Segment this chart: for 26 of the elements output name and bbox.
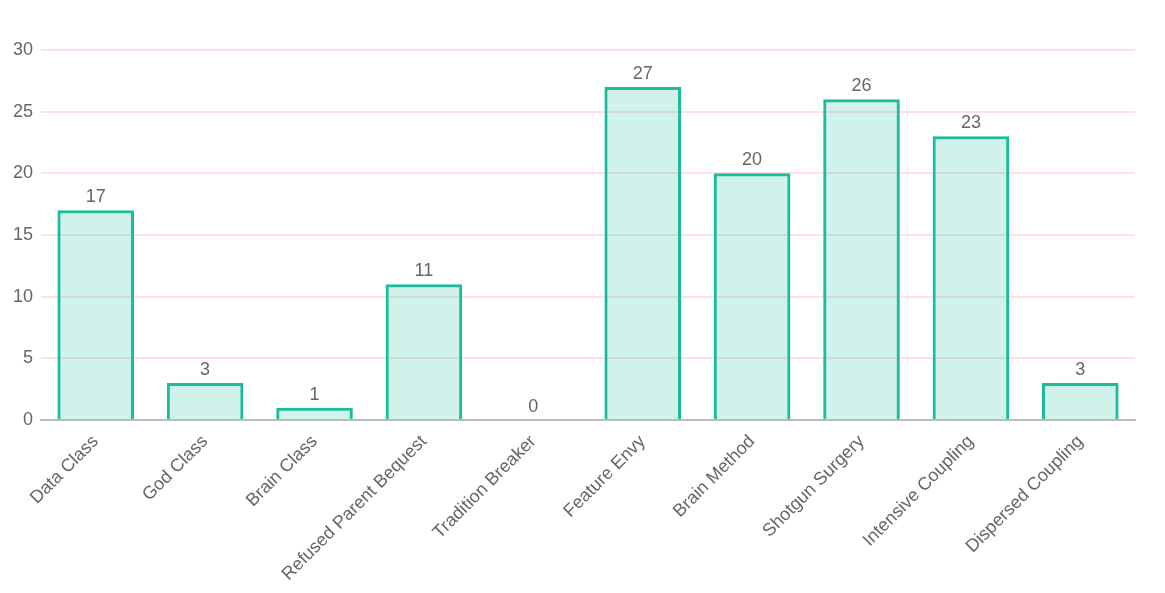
y-tick-label: 10 bbox=[12, 285, 34, 306]
data-label: 0 bbox=[528, 396, 539, 417]
bar bbox=[823, 99, 900, 420]
bar bbox=[604, 87, 681, 420]
data-label: 20 bbox=[742, 149, 763, 170]
y-tick-label: 5 bbox=[23, 347, 34, 368]
bar bbox=[276, 407, 353, 420]
bar bbox=[57, 210, 135, 420]
bar bbox=[713, 173, 791, 420]
bar bbox=[385, 284, 463, 420]
y-tick-label: 15 bbox=[12, 223, 34, 244]
data-label: 27 bbox=[632, 62, 653, 83]
bar bbox=[1042, 383, 1119, 420]
y-tick-label: 20 bbox=[12, 162, 34, 183]
bar bbox=[932, 136, 1010, 420]
data-label: 23 bbox=[960, 112, 981, 133]
data-label: 17 bbox=[85, 186, 106, 207]
data-label: 11 bbox=[414, 260, 434, 281]
data-label: 3 bbox=[200, 359, 211, 380]
y-tick-label: 25 bbox=[12, 100, 34, 121]
data-label: 3 bbox=[1075, 359, 1086, 380]
data-label: 1 bbox=[309, 383, 320, 404]
y-tick-label: 30 bbox=[12, 38, 34, 59]
y-tick-label: 0 bbox=[23, 409, 34, 430]
data-label: 26 bbox=[851, 75, 872, 96]
bar bbox=[166, 383, 244, 420]
